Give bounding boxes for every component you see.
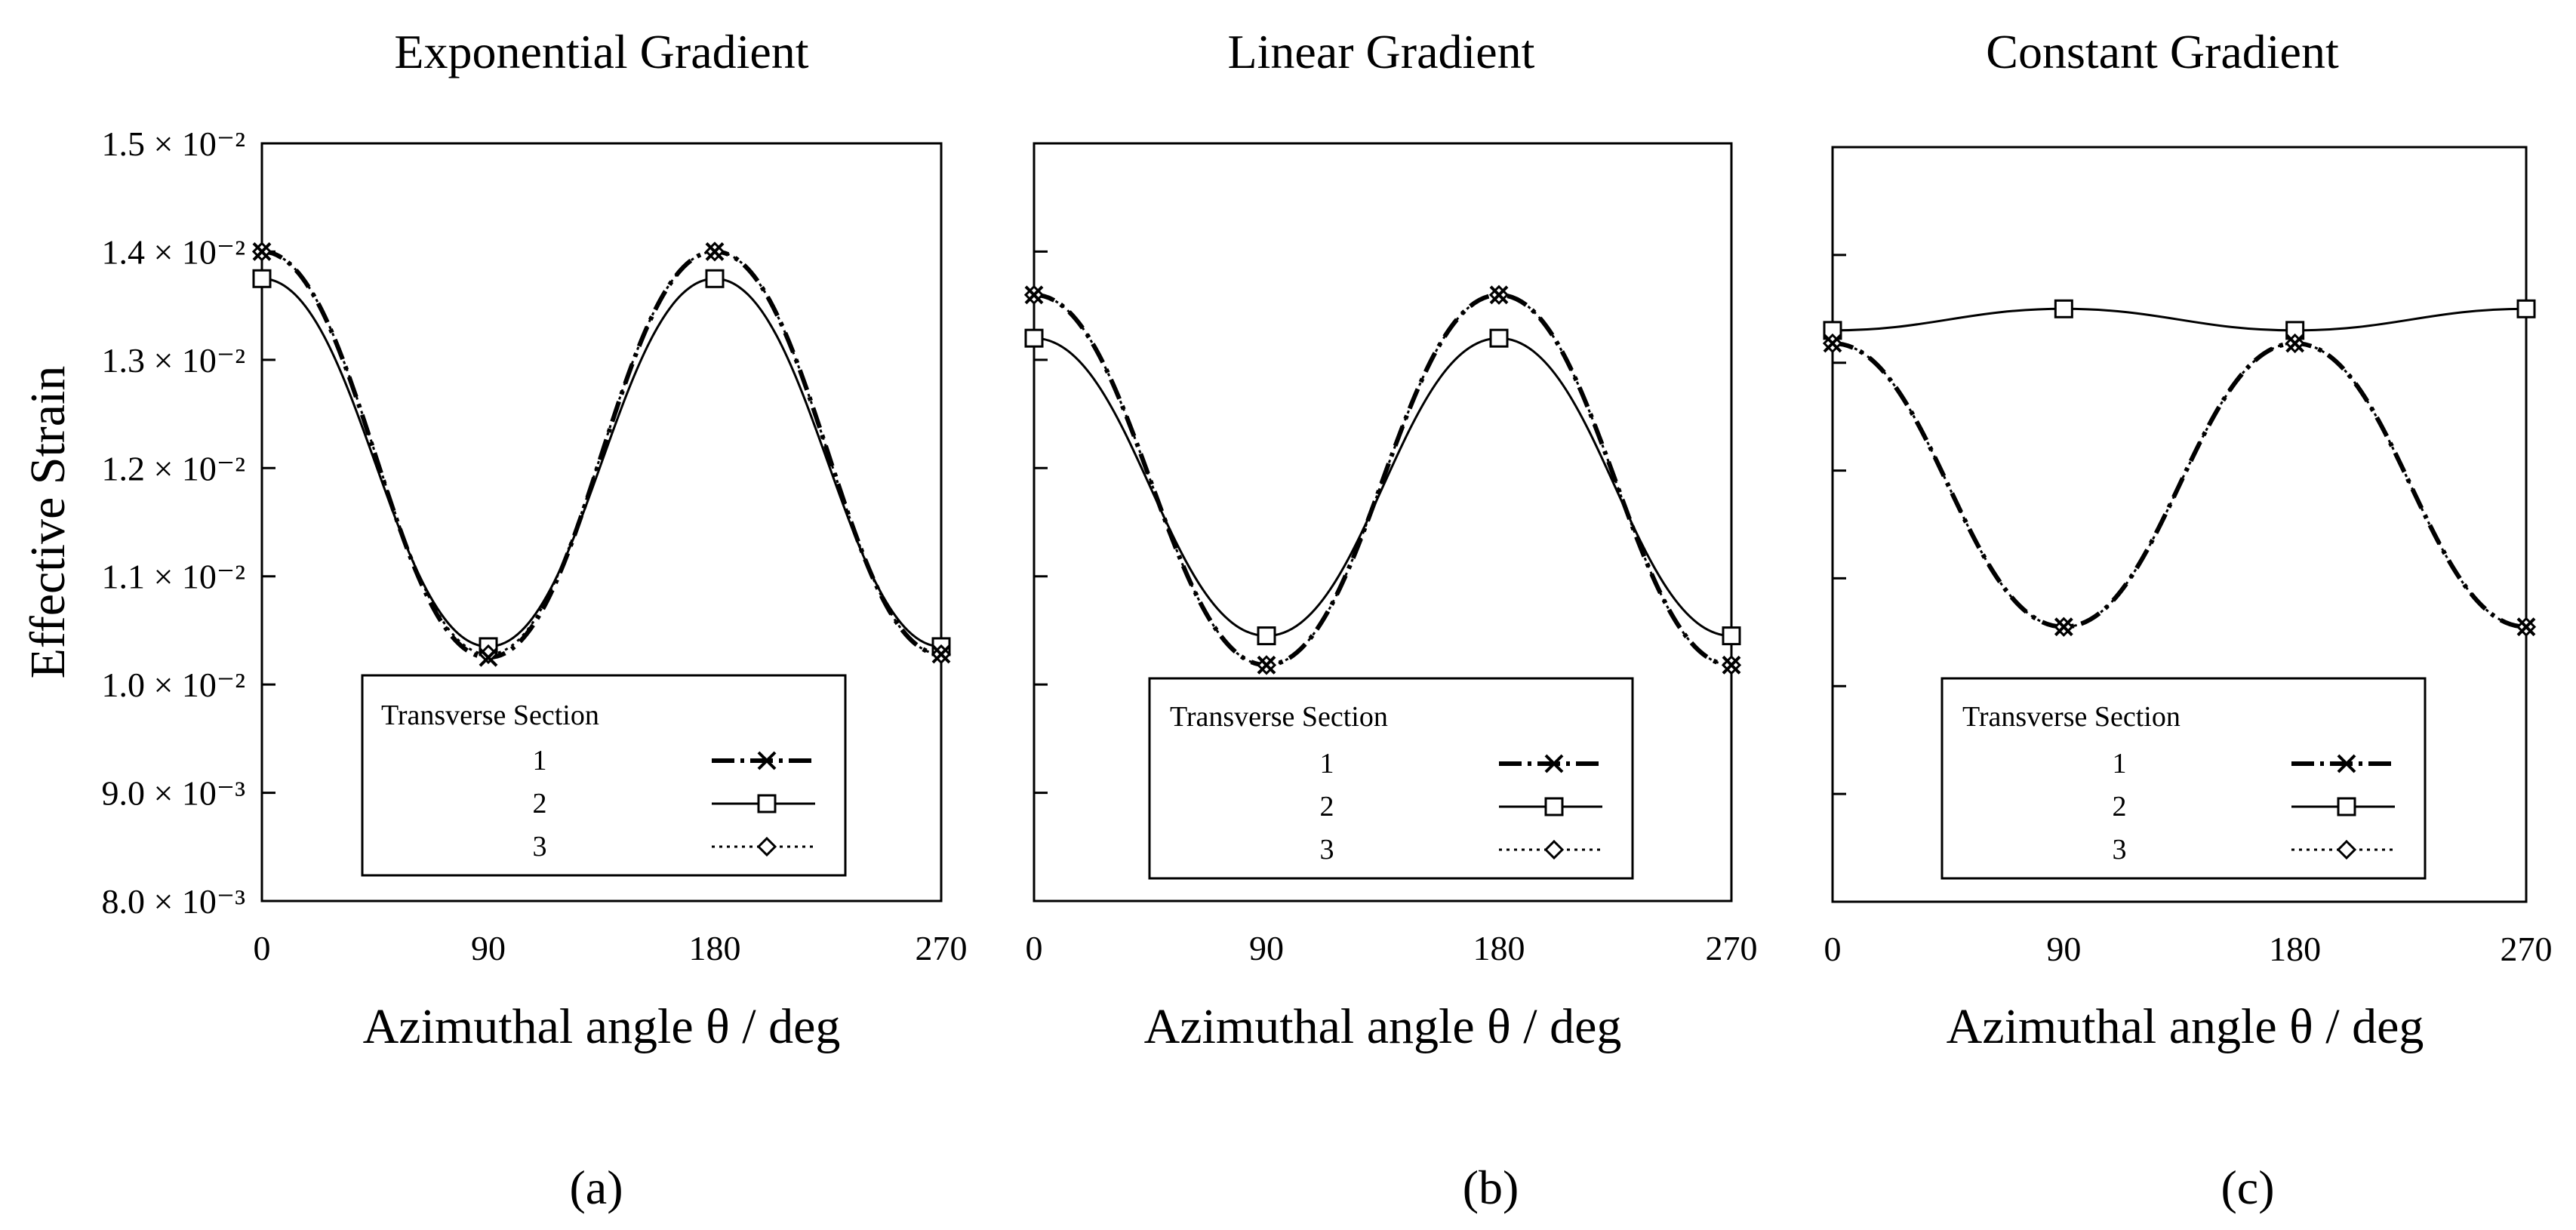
legend-label-2: 2	[2113, 791, 2127, 823]
legend-label-3: 3	[1320, 834, 1334, 866]
series-line-2	[1832, 307, 2527, 332]
x-tick-label: 90	[471, 929, 506, 967]
data-point-series-2	[2054, 299, 2073, 318]
data-point-series-1	[1489, 285, 1509, 305]
data-point-series-2	[1722, 626, 1741, 646]
y-axis-label: Effective Strain	[20, 366, 75, 679]
series-line-3	[1033, 294, 1732, 666]
y-tick-label: 1.2 × 10⁻²	[101, 449, 245, 487]
panel-label: (c)	[2221, 1161, 2274, 1214]
y-tick-label: 1.5 × 10⁻²	[101, 125, 245, 163]
panel-linear-gradient: Linear Gradient Azimuthal angle θ / deg …	[1023, 25, 1758, 1214]
x-tick-label: 180	[2269, 930, 2321, 968]
series-layer	[1023, 284, 1742, 675]
axis-ticks: 0 90 180 270	[1824, 146, 2553, 968]
x-tick-label: 270	[1706, 929, 1758, 967]
axis-ticks: 0 90 180 270	[1026, 142, 1758, 967]
legend: Transverse Section 1 2 3	[1148, 677, 1634, 880]
legend-marker-1	[2337, 754, 2356, 773]
legend-marker-2	[2337, 797, 2356, 816]
data-point-series-1	[2054, 617, 2073, 637]
legend-marker-2	[757, 794, 777, 813]
series-line-1	[1033, 292, 1732, 668]
legend-items: 1 2 3	[533, 745, 815, 863]
legend-marker-2	[1544, 797, 1564, 816]
x-tick-label: 270	[916, 929, 968, 967]
data-point-series-1	[931, 644, 951, 664]
data-point-series-1	[705, 242, 725, 261]
data-point-series-1	[1024, 285, 1044, 305]
x-tick-label: 0	[1026, 929, 1043, 967]
legend: Transverse Section 1 2 3	[361, 674, 847, 877]
legend-title: Transverse Section	[1962, 701, 2181, 733]
data-point-series-1	[2516, 617, 2536, 637]
x-tick-label: 180	[1473, 929, 1525, 967]
chart-title: Constant Gradient	[1986, 25, 2339, 78]
data-point-series-1	[252, 242, 272, 261]
legend-title: Transverse Section	[381, 700, 599, 731]
x-axis-label: Azimuthal angle θ / deg	[1144, 999, 1622, 1054]
legend-label-3: 3	[2113, 834, 2127, 866]
data-point-series-2	[2516, 299, 2536, 318]
series-line-2	[261, 277, 942, 648]
panel-label: (a)	[569, 1161, 623, 1214]
series-layer	[1822, 299, 2537, 637]
series-layer	[251, 241, 952, 667]
data-point-series-1	[1257, 655, 1276, 675]
y-tick-label: 1.3 × 10⁻²	[101, 341, 245, 380]
data-point-series-2	[705, 269, 725, 288]
series-line-1	[1832, 340, 2527, 629]
y-tick-label: 1.1 × 10⁻²	[101, 558, 245, 596]
x-tick-label: 180	[689, 929, 741, 967]
data-point-series-2	[1024, 328, 1044, 348]
panel-constant-gradient: Constant Gradient Azimuthal angle θ / de…	[1822, 25, 2553, 1214]
legend-label-1: 1	[533, 745, 547, 776]
x-tick-label: 0	[1824, 930, 1842, 968]
x-axis-label: Azimuthal angle θ / deg	[363, 999, 841, 1054]
legend-marker-1	[757, 751, 777, 770]
series-line-2	[1033, 337, 1732, 638]
data-point-series-1	[1823, 334, 1842, 353]
x-tick-label: 90	[1249, 929, 1284, 967]
data-point-series-2	[1257, 626, 1276, 646]
panel-exponential-gradient: Exponential Gradient Effective Strain Az…	[20, 25, 968, 1214]
legend: Transverse Section 1 2 3	[1940, 677, 2427, 880]
y-tick-label: 9.0 × 10⁻³	[101, 774, 245, 813]
legend-marker-1	[1544, 754, 1564, 773]
legend-marker-3	[1543, 839, 1565, 860]
legend-label-1: 1	[2113, 748, 2127, 780]
y-tick-label: 1.0 × 10⁻²	[101, 666, 245, 704]
axis-ticks: 8.0 × 10⁻³ 9.0 × 10⁻³ 1.0 × 10⁻² 1.1 × 10⁻²…	[101, 125, 967, 967]
x-tick-label: 90	[2046, 930, 2081, 968]
legend-marker-3	[756, 836, 777, 857]
x-tick-label: 270	[2501, 930, 2553, 968]
legend-label-3: 3	[533, 831, 547, 863]
legend-marker-3	[2336, 839, 2357, 860]
chart-title: Exponential Gradient	[394, 25, 808, 78]
legend-label-2: 2	[533, 788, 547, 819]
plot-frame	[260, 142, 943, 903]
plot-frame	[1831, 146, 2528, 903]
y-tick-label: 1.4 × 10⁻²	[101, 232, 245, 271]
plot-frame	[1033, 142, 1733, 903]
legend-items: 1 2 3	[1320, 748, 1602, 866]
data-point-series-2	[1489, 328, 1509, 348]
y-tick-label: 8.0 × 10⁻³	[101, 882, 245, 921]
data-point-series-1	[479, 647, 498, 667]
series-line-1	[261, 249, 942, 660]
x-tick-label: 0	[254, 929, 271, 967]
legend-label-1: 1	[1320, 748, 1334, 780]
chart-title: Linear Gradient	[1228, 25, 1535, 78]
legend-items: 1 2 3	[2113, 748, 2395, 866]
legend-label-2: 2	[1320, 791, 1334, 823]
x-axis-label: Azimuthal angle θ / deg	[1947, 999, 2424, 1054]
legend-title: Transverse Section	[1170, 701, 1388, 733]
panel-label: (b)	[1463, 1161, 1519, 1214]
data-point-series-2	[252, 269, 272, 288]
data-point-series-1	[1722, 655, 1741, 675]
data-point-series-1	[2285, 334, 2305, 353]
